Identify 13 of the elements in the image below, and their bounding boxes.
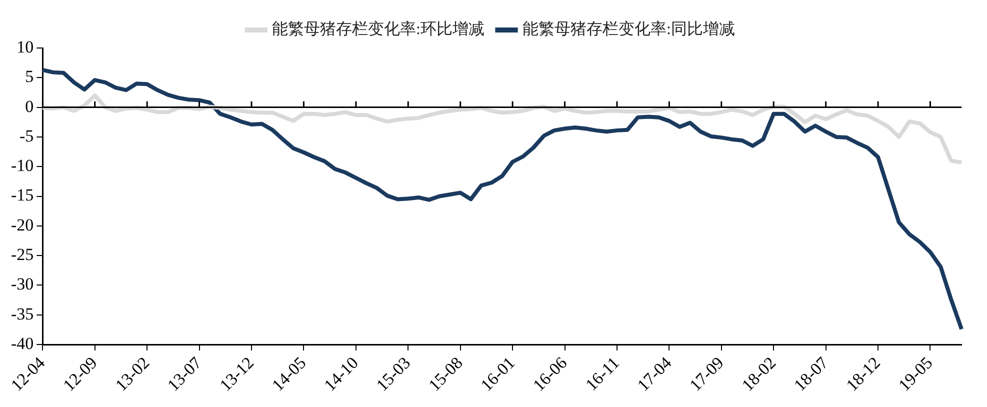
y-tick-label: -30	[10, 274, 34, 294]
y-tick-label: -25	[10, 245, 34, 264]
legend-label: 能繁母猪存栏变化率:同比增减	[522, 20, 735, 38]
y-tick-label: 0	[25, 96, 34, 116]
y-tick-label: -40	[10, 334, 34, 353]
y-tick-label: -5	[19, 126, 34, 146]
legend-label: 能繁母猪存栏变化率:环比增减	[272, 20, 485, 38]
y-tick-label: -35	[10, 304, 34, 324]
y-tick-label: 5	[25, 67, 34, 86]
y-tick-label: -10	[10, 156, 34, 176]
y-tick-label: -20	[10, 215, 34, 234]
y-tick-label: 10	[16, 37, 34, 56]
y-tick-label: -15	[10, 186, 34, 205]
